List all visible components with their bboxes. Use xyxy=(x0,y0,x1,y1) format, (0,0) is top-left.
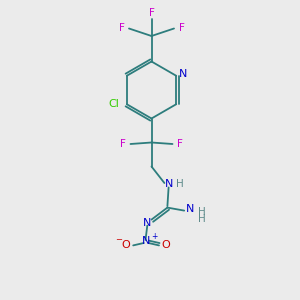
Text: Cl: Cl xyxy=(109,99,120,109)
Text: O: O xyxy=(122,240,130,250)
Text: F: F xyxy=(120,139,126,149)
Text: N: N xyxy=(186,204,194,214)
Text: H: H xyxy=(176,179,184,189)
Text: F: F xyxy=(148,8,154,19)
Text: −: − xyxy=(115,236,122,244)
Text: H: H xyxy=(198,207,206,217)
Text: F: F xyxy=(118,22,124,33)
Text: +: + xyxy=(151,232,158,241)
Text: F: F xyxy=(178,22,184,33)
Text: N: N xyxy=(143,218,152,228)
Text: F: F xyxy=(177,139,183,149)
Text: N: N xyxy=(142,236,151,246)
Text: N: N xyxy=(178,69,187,79)
Text: H: H xyxy=(198,214,206,224)
Text: O: O xyxy=(161,240,170,250)
Text: N: N xyxy=(164,179,173,189)
